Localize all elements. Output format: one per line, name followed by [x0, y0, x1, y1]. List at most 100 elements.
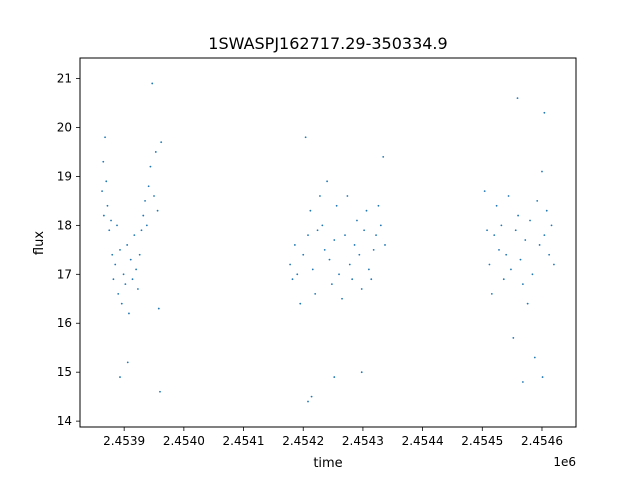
data-point	[316, 229, 319, 232]
data-point	[154, 151, 157, 153]
data-point	[304, 136, 307, 139]
data-point	[505, 253, 508, 256]
data-point	[338, 273, 340, 276]
x-tick-label: 2.4542	[282, 434, 324, 448]
data-point	[291, 278, 294, 281]
y-tick-label: 21	[57, 72, 72, 86]
data-point	[529, 219, 531, 222]
x-tick-label: 2.4545	[461, 434, 503, 448]
data-point	[346, 195, 349, 197]
data-point	[367, 268, 370, 271]
data-point	[124, 283, 127, 285]
data-point	[502, 278, 505, 281]
y-tick-label: 17	[57, 267, 72, 281]
data-point	[384, 244, 386, 246]
data-point	[548, 253, 551, 256]
data-point	[328, 258, 331, 261]
data-point	[138, 253, 141, 256]
data-point	[114, 263, 117, 266]
data-point	[153, 195, 155, 197]
x-tick-label: 2.4541	[223, 434, 265, 448]
data-point	[379, 224, 382, 227]
data-point	[314, 292, 317, 295]
data-point	[353, 244, 356, 246]
data-point	[105, 180, 108, 183]
data-point	[116, 224, 118, 227]
data-point	[302, 253, 305, 256]
x-tick-label: 2.4540	[163, 434, 205, 448]
data-point	[133, 234, 136, 237]
data-point	[524, 239, 527, 241]
data-point	[104, 136, 106, 139]
data-point	[514, 229, 517, 232]
data-point	[119, 248, 121, 251]
data-point	[160, 141, 163, 144]
data-point	[363, 229, 366, 232]
data-point	[365, 209, 368, 212]
data-point	[323, 248, 326, 251]
data-point	[307, 234, 309, 237]
data-point	[335, 204, 338, 207]
data-point	[144, 200, 146, 202]
y-axis-ticks: 14 15 16 17 18 19 20 21	[57, 72, 80, 428]
data-point	[333, 239, 336, 241]
data-point	[533, 356, 536, 359]
data-point	[370, 278, 373, 281]
data-point	[519, 258, 522, 261]
data-point	[126, 244, 129, 246]
data-point	[296, 273, 299, 276]
data-point	[110, 219, 112, 222]
data-point	[375, 234, 377, 237]
data-point	[358, 253, 361, 256]
data-point	[108, 229, 111, 232]
data-point	[126, 361, 129, 364]
data-point	[545, 209, 548, 212]
data-point	[101, 190, 103, 193]
data-point	[106, 204, 109, 207]
data-point	[550, 224, 553, 227]
x-axis-offset-label: 1e6	[553, 455, 576, 469]
data-point	[151, 82, 154, 85]
data-point	[145, 224, 148, 227]
data-point	[128, 312, 130, 315]
data-point	[344, 234, 346, 237]
data-point	[507, 195, 510, 197]
data-point	[102, 160, 105, 163]
data-point	[147, 185, 150, 188]
y-axis-label: flux	[32, 231, 47, 255]
data-point	[330, 283, 333, 285]
data-point	[356, 219, 358, 222]
y-tick-label: 20	[57, 120, 72, 134]
x-axis-ticks: 2.4539 2.4540 2.4541 2.4542 2.4543 2.4544 2.45…	[103, 427, 563, 448]
data-point	[488, 263, 491, 266]
data-point	[310, 395, 313, 398]
data-point	[531, 273, 534, 276]
data-point	[512, 337, 515, 339]
data-point	[495, 204, 498, 207]
data-point	[498, 248, 500, 251]
data-point	[521, 283, 524, 285]
data-point	[120, 302, 123, 305]
data-point	[377, 204, 380, 207]
data-point	[293, 244, 296, 246]
data-point	[516, 97, 519, 100]
data-point	[538, 244, 541, 246]
data-point	[348, 263, 351, 266]
data-point	[142, 214, 145, 217]
data-point	[135, 268, 138, 271]
data-point	[372, 248, 375, 251]
y-tick-label: 19	[57, 169, 72, 183]
x-tick-label: 2.4543	[342, 434, 384, 448]
data-point	[319, 195, 321, 197]
y-tick-label: 16	[57, 316, 72, 330]
data-point	[156, 209, 159, 212]
data-point	[553, 263, 555, 266]
data-point	[341, 297, 343, 300]
data-point	[486, 229, 488, 232]
data-point	[111, 253, 114, 256]
data-point	[159, 390, 161, 393]
data-point	[149, 165, 152, 168]
data-point	[311, 268, 314, 271]
